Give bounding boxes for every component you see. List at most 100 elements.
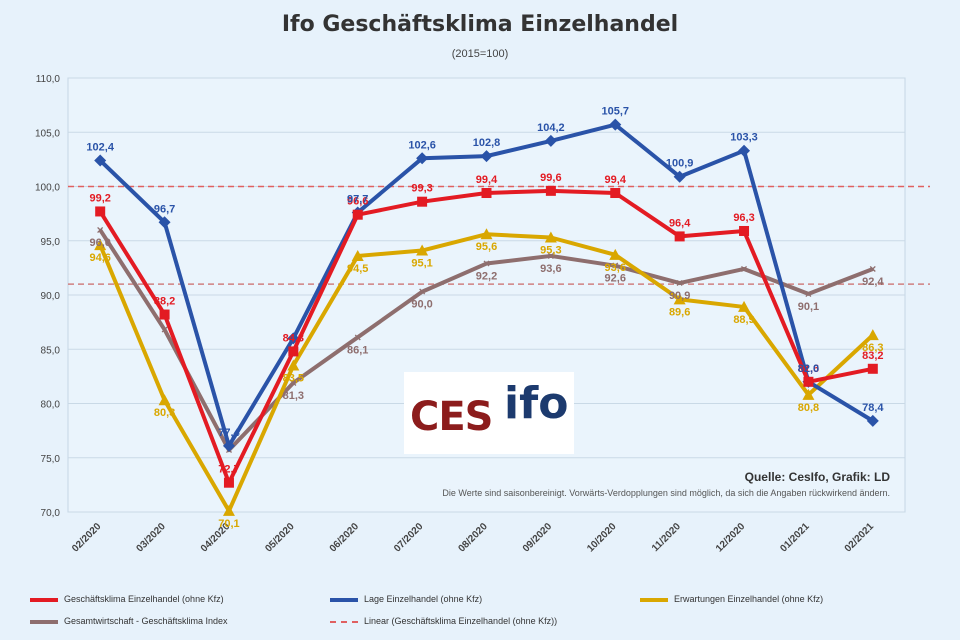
data-point [94, 239, 107, 251]
data-label: 99,4 [605, 174, 627, 186]
data-label: 99,4 [476, 174, 498, 186]
data-point [158, 216, 171, 229]
data-label: 95,6 [476, 241, 497, 253]
data-label: 89,6 [669, 306, 690, 318]
data-label: 72,7 [218, 464, 239, 476]
data-label: 96,3 [733, 212, 754, 224]
data-label: 99,6 [540, 172, 561, 184]
data-label: 102,4 [86, 141, 114, 153]
legend-label: Linear (Geschäftsklima Einzelhandel (ohn… [364, 616, 558, 626]
data-point [738, 300, 751, 312]
chart-subtitle: (2015=100) [451, 48, 509, 60]
data-point [416, 152, 429, 165]
legend-item: Lage Einzelhandel (ohne Kfz) [330, 594, 482, 604]
data-label: 78,4 [862, 402, 884, 414]
data-point [609, 118, 622, 131]
data-point [673, 170, 686, 183]
x-tick-label: 01/2021 [778, 521, 812, 555]
data-point [610, 188, 621, 199]
data-point [351, 249, 364, 261]
data-point: × [741, 262, 748, 276]
data-point [287, 359, 300, 371]
data-label: 96,4 [669, 217, 691, 229]
data-point: × [547, 249, 554, 263]
data-point [222, 439, 235, 452]
legend-label: Erwartungen Einzelhandel (ohne Kfz) [674, 594, 824, 604]
data-point [802, 388, 815, 400]
data-label: 92,2 [476, 271, 497, 283]
data-label: 96,6 [347, 196, 368, 208]
data-point: × [419, 285, 426, 299]
legend-swatch [330, 597, 358, 602]
legend-item: Erwartungen Einzelhandel (ohne Kfz) [640, 594, 823, 604]
data-point [481, 188, 492, 199]
legend-label: Geschäftsklima Einzelhandel (ohne Kfz) [64, 594, 224, 604]
x-tick-label: 03/2020 [135, 521, 169, 555]
data-point [158, 394, 171, 406]
y-tick-label: 70,0 [41, 508, 61, 519]
data-point [739, 225, 750, 236]
legend-item: Geschäftsklima Einzelhandel (ohne Kfz) [30, 594, 224, 604]
data-point: × [483, 257, 490, 271]
data-point [222, 504, 235, 516]
data-label: 94,6 [89, 252, 110, 264]
data-label: 88,9 [733, 314, 754, 326]
x-tick-label: 10/2020 [585, 521, 619, 555]
x-tick-label: 09/2020 [521, 521, 555, 555]
data-label: 90,9 [669, 290, 690, 302]
legend-swatch [640, 597, 668, 602]
data-point [223, 477, 234, 488]
data-point: × [161, 323, 168, 337]
chart-title: Ifo Geschäftsklima Einzelhandel [281, 12, 679, 37]
data-label: 92,6 [605, 273, 626, 285]
data-label: 105,7 [602, 106, 630, 118]
data-point: × [805, 287, 812, 301]
data-label: 81,6 [798, 363, 819, 375]
source-label: Quelle: CesIfo, Grafik: LD [744, 470, 890, 484]
data-point: × [97, 223, 104, 237]
data-point [867, 363, 878, 374]
data-label: 94,5 [347, 263, 368, 275]
data-label: 86,3 [862, 342, 883, 354]
cesifo-logo: CES ifo [404, 372, 574, 454]
y-tick-label: 75,0 [41, 454, 61, 465]
data-point [545, 185, 556, 196]
data-label: 77,4 [218, 427, 240, 439]
x-tick-label: 08/2020 [456, 521, 490, 555]
data-label: 84,3 [283, 332, 304, 344]
data-label: 99,2 [89, 192, 110, 204]
data-point [352, 209, 363, 220]
y-tick-label: 80,0 [41, 400, 61, 411]
data-label: 81,3 [283, 390, 304, 402]
footnote: Die Werte sind saisonbereinigt. Vorwärts… [442, 488, 890, 498]
data-label: 102,6 [408, 139, 436, 151]
data-point: × [354, 330, 361, 344]
data-point [609, 248, 622, 260]
data-label: 90,1 [798, 301, 819, 313]
data-label: 96,7 [154, 203, 175, 215]
data-label: 83,5 [283, 373, 304, 385]
data-point [673, 293, 686, 305]
data-point: × [869, 262, 876, 276]
data-label: 92,4 [862, 276, 884, 288]
legend-item: Gesamtwirtschaft - Geschäftsklima Index [30, 616, 228, 626]
data-point [544, 134, 557, 147]
x-tick-label: 06/2020 [328, 521, 362, 555]
data-point [159, 309, 170, 320]
data-label: 93,6 [605, 262, 626, 274]
data-point: × [676, 276, 683, 290]
data-label: 70,1 [218, 518, 239, 530]
legend-swatch [30, 619, 58, 624]
data-label: 104,2 [537, 122, 565, 134]
x-tick-label: 02/2021 [843, 521, 877, 555]
legend-label: Gesamtwirtschaft - Geschäftsklima Index [64, 616, 228, 626]
x-tick-label: 07/2020 [392, 521, 426, 555]
legend-item: Linear (Geschäftsklima Einzelhandel (ohn… [330, 616, 557, 626]
logo-text-ifo: ifo [504, 378, 569, 429]
data-label: 93,6 [540, 263, 561, 275]
data-label: 97,7 [347, 194, 368, 206]
y-tick-label: 105,0 [35, 128, 60, 139]
data-point [480, 150, 493, 163]
data-point [674, 231, 685, 242]
